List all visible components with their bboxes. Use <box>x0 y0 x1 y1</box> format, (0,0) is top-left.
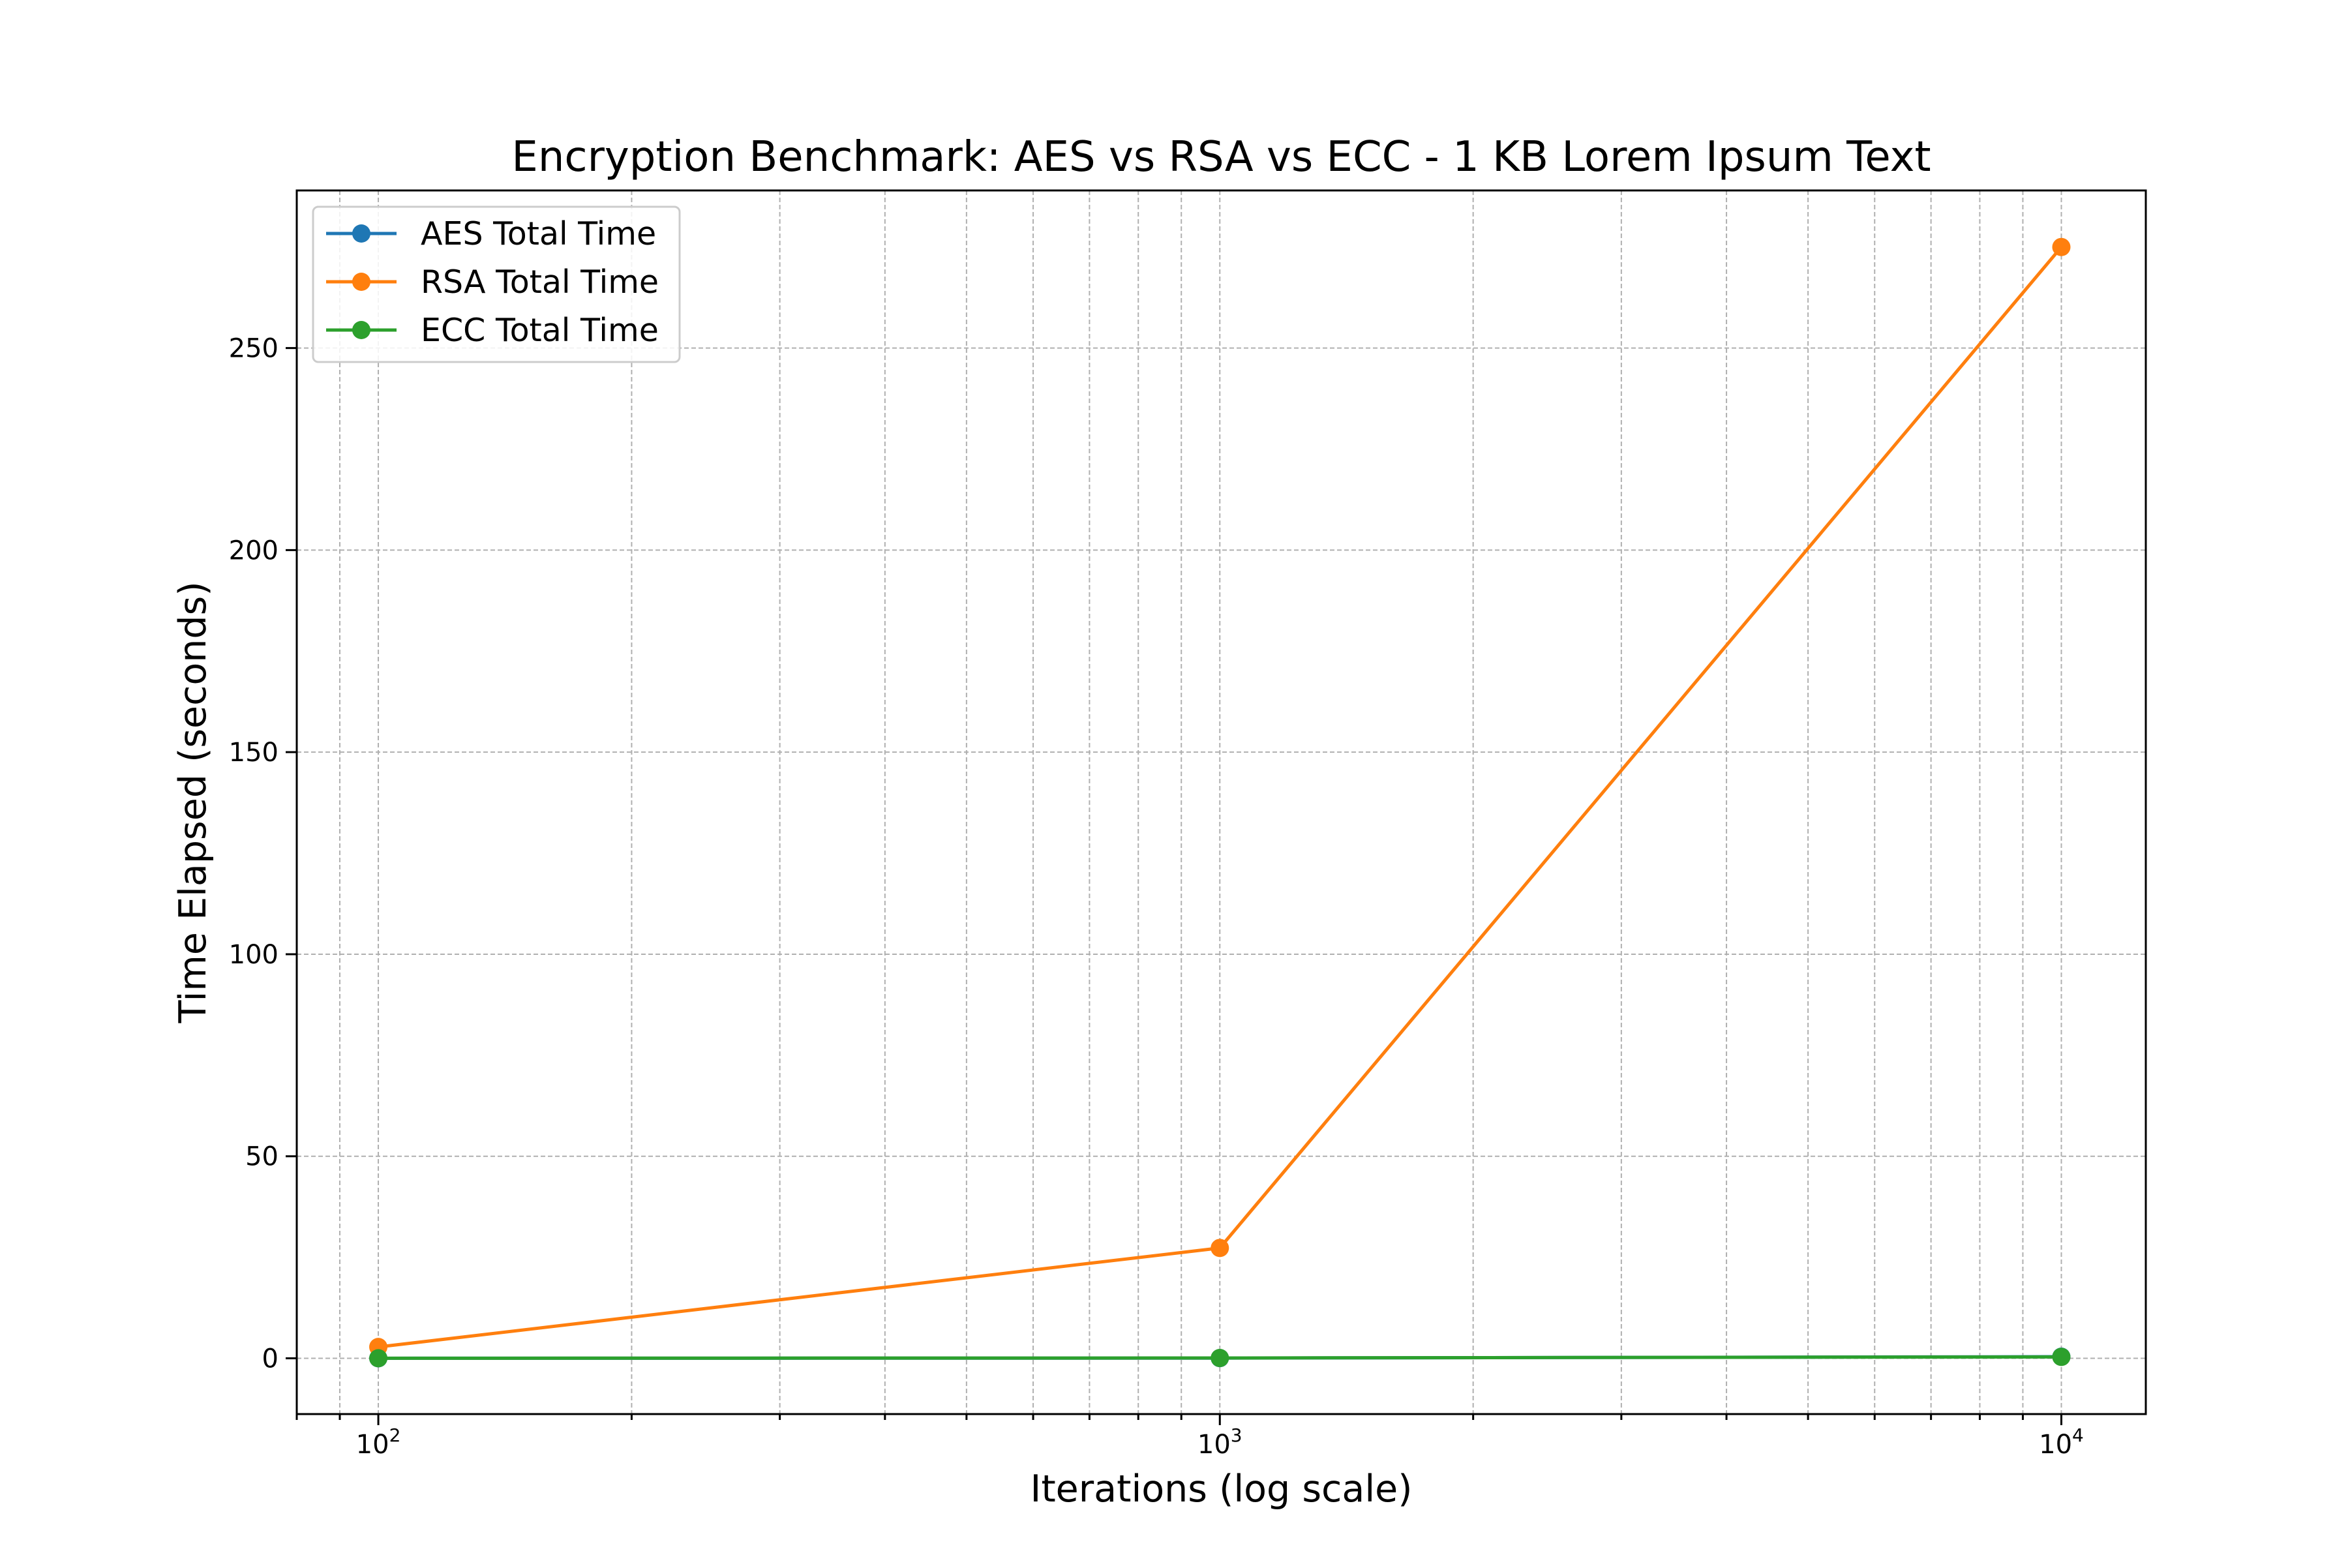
chart-title: Encryption Benchmark: AES vs RSA vs ECC … <box>511 133 1931 181</box>
y-tick-label: 250 <box>229 334 278 364</box>
legend-box <box>312 205 681 363</box>
y-axis-label: Time Elapsed (seconds) <box>172 581 215 1023</box>
y-tick-label: 100 <box>229 940 278 970</box>
legend-marker <box>352 321 370 339</box>
x-tick-label: 104 <box>2039 1425 2084 1460</box>
legend: AES Total Time RSA Total Time ECC Total Ti… <box>312 205 681 363</box>
legend-marker <box>352 273 370 291</box>
data-point <box>369 1349 388 1368</box>
y-tick-label: 200 <box>229 535 278 565</box>
y-tick-label: 50 <box>245 1142 278 1172</box>
data-point <box>1211 1239 1229 1258</box>
y-tick-label: 0 <box>262 1344 278 1374</box>
x-tick-label: 103 <box>1197 1425 1242 1460</box>
x-axis-label: Iterations (log scale) <box>1031 1468 1413 1511</box>
legend-label: ECC Total Time <box>421 312 659 349</box>
data-point <box>2052 1348 2071 1366</box>
legend-label: AES Total Time <box>421 215 656 252</box>
legend-label: RSA Total Time <box>421 264 659 301</box>
x-tick-label: 102 <box>356 1425 401 1460</box>
data-point <box>2052 237 2071 256</box>
data-point <box>1211 1349 1229 1368</box>
legend-marker <box>352 224 370 243</box>
y-tick-label: 150 <box>229 738 278 768</box>
plot-frame <box>295 189 2147 1415</box>
